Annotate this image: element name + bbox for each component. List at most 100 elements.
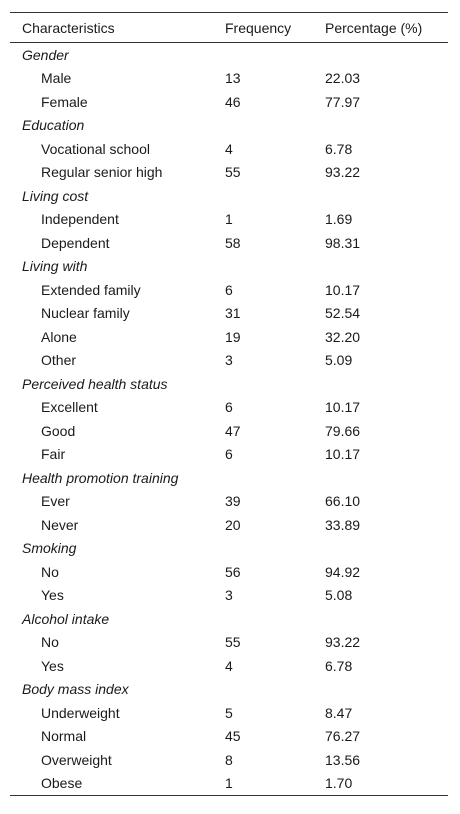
cell: 77.97 bbox=[325, 93, 361, 110]
group-row: Smoking bbox=[10, 537, 448, 561]
cell: 1.70 bbox=[325, 775, 353, 792]
group-row: Gender bbox=[10, 43, 448, 67]
cell: Overweight bbox=[41, 751, 112, 768]
cell: Never bbox=[41, 516, 79, 533]
data-row: Regular senior high 55 93.22 bbox=[10, 161, 448, 185]
cell: 8 bbox=[225, 751, 233, 768]
data-row: Ever 39 66.10 bbox=[10, 490, 448, 514]
cell: 98.31 bbox=[325, 234, 361, 251]
cell: 22.03 bbox=[325, 70, 361, 87]
data-row: Obese 1 1.70 bbox=[10, 772, 448, 796]
data-row: Alone 19 32.20 bbox=[10, 325, 448, 349]
group-label: Health promotion training bbox=[22, 469, 179, 486]
cell: 6 bbox=[225, 281, 233, 298]
cell: 19 bbox=[225, 328, 241, 345]
cell: 5 bbox=[225, 704, 233, 721]
cell: 13.56 bbox=[325, 751, 361, 768]
cell: 8.47 bbox=[325, 704, 353, 721]
cell: 55 bbox=[225, 164, 241, 181]
cell: Male bbox=[41, 70, 72, 87]
cell: Regular senior high bbox=[41, 164, 163, 181]
data-row: Independent 1 1.69 bbox=[10, 208, 448, 232]
cell: No bbox=[41, 563, 59, 580]
group-label: Body mass index bbox=[22, 681, 129, 698]
cell: 6 bbox=[225, 399, 233, 416]
header-cell: Percentage (%) bbox=[325, 12, 448, 43]
table-body: Gender Male 13 22.03 Female 46 77.97 Education V… bbox=[10, 43, 448, 796]
cell: 45 bbox=[225, 728, 241, 745]
cell: 6.78 bbox=[325, 140, 353, 157]
data-row: Male 13 22.03 bbox=[10, 67, 448, 91]
cell: Yes bbox=[41, 657, 64, 674]
data-row: Dependent 58 98.31 bbox=[10, 231, 448, 255]
group-row: Body mass index bbox=[10, 678, 448, 702]
data-table: Characteristics Frequency Percentage (%)… bbox=[10, 12, 448, 796]
data-row: Excellent 6 10.17 bbox=[10, 396, 448, 420]
data-row: Female 46 77.97 bbox=[10, 90, 448, 114]
data-row: Good 47 79.66 bbox=[10, 419, 448, 443]
table-head: Characteristics Frequency Percentage (%) bbox=[10, 12, 448, 43]
cell: 10.17 bbox=[325, 399, 361, 416]
group-label: Gender bbox=[22, 46, 69, 63]
cell: 33.89 bbox=[325, 516, 361, 533]
cell: 4 bbox=[225, 657, 233, 674]
cell: No bbox=[41, 634, 59, 651]
cell: 6 bbox=[225, 446, 233, 463]
cell: 5.09 bbox=[325, 352, 353, 369]
cell: 93.22 bbox=[325, 634, 361, 651]
cell: 3 bbox=[225, 352, 233, 369]
cell: 46 bbox=[225, 93, 241, 110]
cell: 1 bbox=[225, 775, 233, 792]
group-label: Alcohol intake bbox=[22, 610, 110, 627]
group-label: Perceived health status bbox=[22, 375, 168, 392]
cell: 1 bbox=[225, 211, 233, 228]
group-label: Living cost bbox=[22, 187, 89, 204]
cell: 66.10 bbox=[325, 493, 361, 510]
group-label: Living with bbox=[22, 258, 88, 275]
cell: 55 bbox=[225, 634, 241, 651]
cell: 79.66 bbox=[325, 422, 361, 439]
data-row: Other 3 5.09 bbox=[10, 349, 448, 373]
cell: Fair bbox=[41, 446, 66, 463]
data-row: Yes 4 6.78 bbox=[10, 654, 448, 678]
cell: Excellent bbox=[41, 399, 98, 416]
cell: 31 bbox=[225, 305, 241, 322]
cell: 3 bbox=[225, 587, 233, 604]
data-row: Vocational school 4 6.78 bbox=[10, 137, 448, 161]
cell: Good bbox=[41, 422, 76, 439]
cell: 94.92 bbox=[325, 563, 361, 580]
data-row: Fair 6 10.17 bbox=[10, 443, 448, 467]
header-cell: Frequency bbox=[225, 12, 325, 43]
cell: 10.17 bbox=[325, 446, 361, 463]
cell: Ever bbox=[41, 493, 70, 510]
cell: Other bbox=[41, 352, 77, 369]
group-row: Education bbox=[10, 114, 448, 138]
data-row: Underweight 5 8.47 bbox=[10, 701, 448, 725]
cell: 13 bbox=[225, 70, 241, 87]
cell: Alone bbox=[41, 328, 77, 345]
cell: Extended family bbox=[41, 281, 141, 298]
group-label: Smoking bbox=[22, 540, 77, 557]
data-row: Overweight 8 13.56 bbox=[10, 748, 448, 772]
cell: Yes bbox=[41, 587, 64, 604]
data-row: No 55 93.22 bbox=[10, 631, 448, 655]
cell: 20 bbox=[225, 516, 241, 533]
cell: 39 bbox=[225, 493, 241, 510]
cell: 52.54 bbox=[325, 305, 361, 322]
cell: Dependent bbox=[41, 234, 110, 251]
cell: 58 bbox=[225, 234, 241, 251]
data-row: Yes 3 5.08 bbox=[10, 584, 448, 608]
data-row: Normal 45 76.27 bbox=[10, 725, 448, 749]
group-row: Living with bbox=[10, 255, 448, 279]
cell: Nuclear family bbox=[41, 305, 130, 322]
cell: 10.17 bbox=[325, 281, 361, 298]
data-row: No 56 94.92 bbox=[10, 560, 448, 584]
cell: Vocational school bbox=[41, 140, 150, 157]
group-row: Perceived health status bbox=[10, 372, 448, 396]
cell: Normal bbox=[41, 728, 87, 745]
data-row: Nuclear family 31 52.54 bbox=[10, 302, 448, 326]
cell: 47 bbox=[225, 422, 241, 439]
cell: 6.78 bbox=[325, 657, 353, 674]
cell: Underweight bbox=[41, 704, 120, 721]
cell: 93.22 bbox=[325, 164, 361, 181]
